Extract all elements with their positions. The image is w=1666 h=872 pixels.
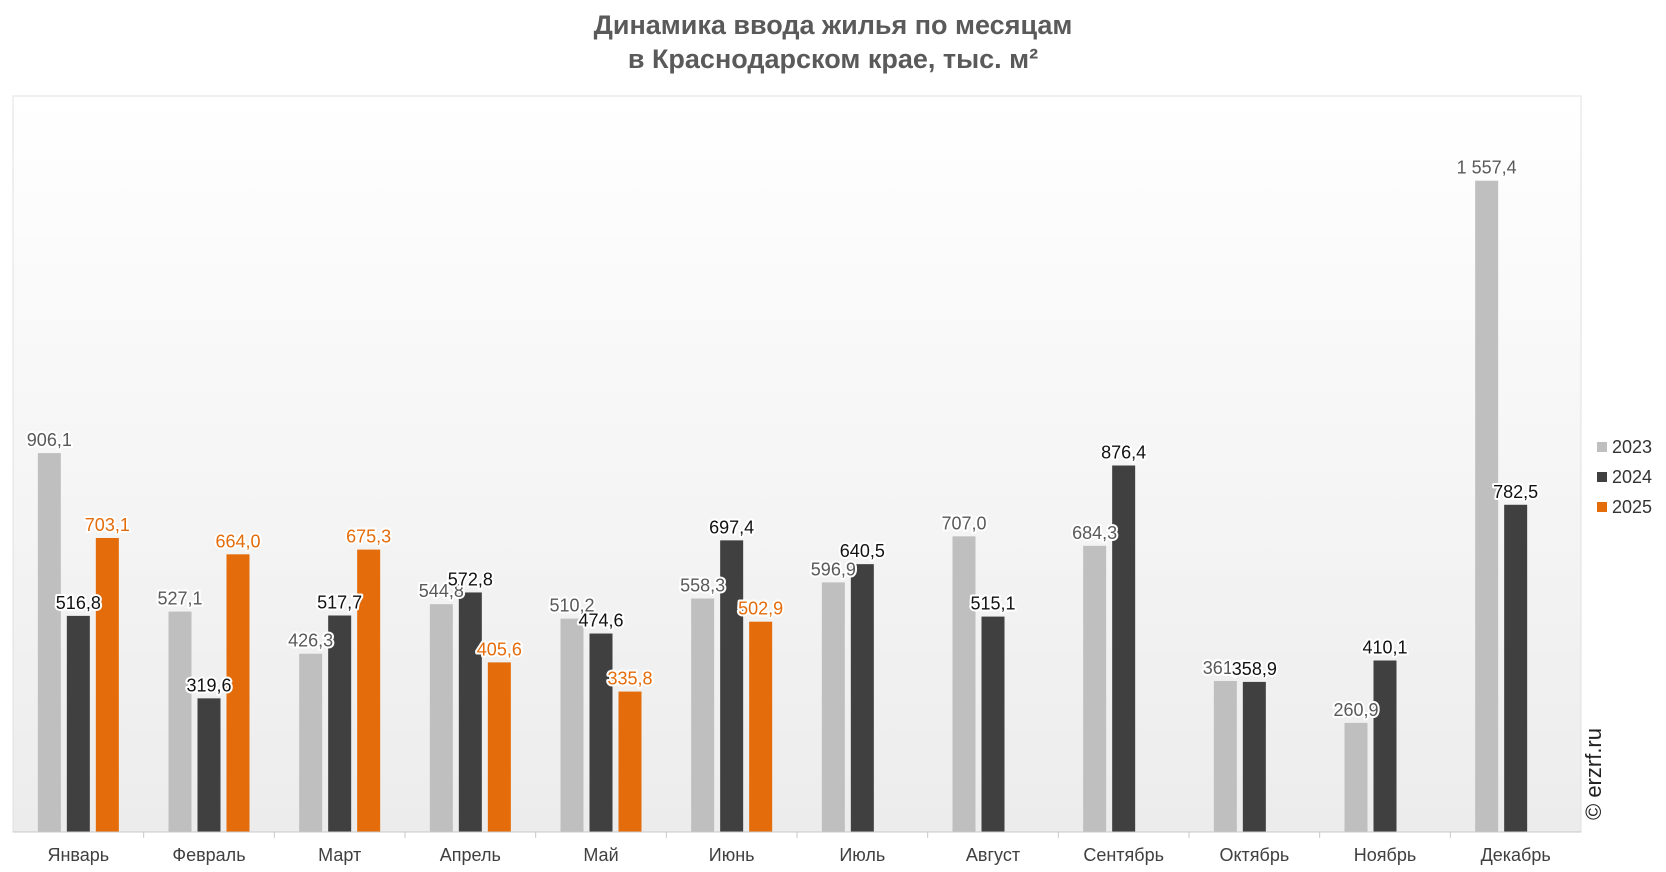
bar-2023-11 <box>1344 722 1368 832</box>
x-tick-label: Апрель <box>440 845 501 865</box>
x-tick-label: Май <box>583 845 618 865</box>
bar-2024-1 <box>66 615 90 832</box>
data-label-2024-3: 517,7 <box>317 593 362 613</box>
legend-swatch-2023 <box>1597 442 1607 452</box>
bar-2024-2 <box>197 698 221 832</box>
legend-swatch-2025 <box>1597 502 1607 512</box>
bar-2025-3 <box>357 549 381 832</box>
data-label-2024-11: 410,1 <box>1362 638 1407 658</box>
x-tick-label: Август <box>966 845 1020 865</box>
x-tick-label: Июль <box>839 845 885 865</box>
data-label-2025-2: 664,0 <box>215 531 260 551</box>
bar-2023-3 <box>299 653 323 832</box>
data-label-2023-6: 558,3 <box>680 576 725 596</box>
bar-2024-12 <box>1504 504 1528 832</box>
x-tick-label: Март <box>318 845 361 865</box>
x-tick-label: Февраль <box>172 845 245 865</box>
chart-title: Динамика ввода жилья по месяцам в Красно… <box>0 8 1666 76</box>
x-tick-label: Ноябрь <box>1354 845 1416 865</box>
bar-2024-6 <box>720 540 744 832</box>
data-label-2023-12: 1 557,4 <box>1457 158 1517 178</box>
legend-swatch-2024 <box>1597 472 1607 482</box>
plot-area <box>12 95 1582 833</box>
bar-2023-2 <box>168 611 192 832</box>
bar-2023-9 <box>1083 545 1107 832</box>
bar-2024-3 <box>328 615 352 832</box>
data-label-2025-1: 703,1 <box>85 515 130 535</box>
data-label-2024-2: 319,6 <box>186 675 231 695</box>
legend-label-2024: 2024 <box>1612 467 1653 487</box>
data-label-2023-9: 684,3 <box>1072 523 1117 543</box>
data-label-2024-12: 782,5 <box>1493 482 1538 502</box>
data-label-2024-1: 516,8 <box>56 593 101 613</box>
data-label-2025-3: 675,3 <box>346 527 391 547</box>
bar-2025-5 <box>618 691 642 832</box>
watermark: © erzrf.ru <box>1581 728 1606 820</box>
data-label-2025-6: 502,9 <box>738 599 783 619</box>
data-label-2023-2: 527,1 <box>157 589 202 609</box>
bar-2024-7 <box>850 564 874 832</box>
bar-2023-4 <box>429 604 453 832</box>
bar-2025-6 <box>749 621 773 832</box>
bar-2025-2 <box>226 554 250 832</box>
data-label-2023-3: 426,3 <box>288 631 333 651</box>
x-tick-label: Январь <box>47 845 109 865</box>
data-label-2024-4: 572,8 <box>448 569 493 589</box>
bar-2023-10 <box>1213 680 1237 832</box>
bar-2025-1 <box>95 537 119 832</box>
data-label-2023-8: 707,0 <box>941 513 986 533</box>
legend-label-2025: 2025 <box>1612 497 1653 517</box>
bar-2023-7 <box>821 582 845 832</box>
x-tick-label: Июнь <box>709 845 755 865</box>
x-tick-label: Декабрь <box>1481 845 1551 865</box>
legend-label-2023: 2023 <box>1612 437 1653 457</box>
data-label-2024-10: 358,9 <box>1232 659 1277 679</box>
bar-2024-5 <box>589 633 613 832</box>
bar-2025-4 <box>487 662 511 832</box>
chart-title-line-2: в Краснодарском крае, тыс. м² <box>627 44 1039 74</box>
bar-2023-5 <box>560 618 584 832</box>
data-label-2025-5: 335,8 <box>607 669 652 689</box>
data-label-2023-1: 906,1 <box>27 430 72 450</box>
bar-2024-4 <box>458 592 482 832</box>
bar-2023-12 <box>1475 180 1499 832</box>
bar-2023-8 <box>952 536 976 832</box>
x-tick-label: Октябрь <box>1219 845 1289 865</box>
bar-2024-11 <box>1373 660 1397 832</box>
bar-2023-6 <box>691 598 715 832</box>
data-label-2023-10: 361,1 <box>1203 658 1248 678</box>
data-label-2024-8: 515,1 <box>970 594 1015 614</box>
bar-2023-1 <box>37 453 61 832</box>
chart-title-line-1: Динамика ввода жилья по месяцам <box>593 10 1073 40</box>
bar-2024-8 <box>981 616 1005 832</box>
data-label-2023-4: 544,8 <box>419 581 464 601</box>
data-label-2023-11: 260,9 <box>1333 700 1378 720</box>
bar-2024-10 <box>1242 681 1266 832</box>
data-label-2023-5: 510,2 <box>549 596 594 616</box>
data-label-2024-9: 876,4 <box>1101 443 1146 463</box>
data-label-2024-5: 474,6 <box>578 611 623 631</box>
bar-2024-9 <box>1112 465 1136 832</box>
data-label-2024-7: 640,5 <box>840 541 885 561</box>
x-tick-label: Сентябрь <box>1083 845 1164 865</box>
data-label-2023-7: 596,9 <box>811 559 856 579</box>
data-label-2025-4: 405,6 <box>477 639 522 659</box>
data-label-2024-6: 697,4 <box>709 517 754 537</box>
